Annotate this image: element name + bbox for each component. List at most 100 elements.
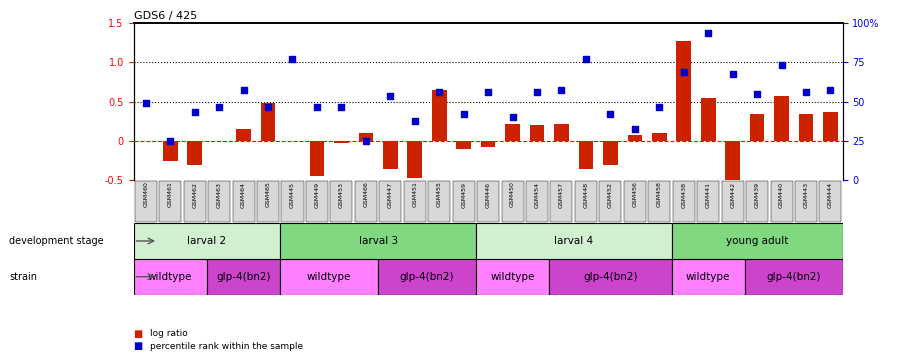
Text: GSM438: GSM438 [682,182,686,207]
Point [138,100,153,106]
Point [309,104,324,110]
Text: GSM454: GSM454 [534,182,540,207]
Point [603,111,618,116]
FancyBboxPatch shape [551,181,573,222]
Text: GSM448: GSM448 [583,182,589,207]
Text: strain: strain [9,272,37,282]
Bar [701,98,716,141]
Text: GSM439: GSM439 [754,182,760,208]
FancyBboxPatch shape [502,181,523,222]
Bar [163,141,178,161]
Bar [823,112,838,141]
Point [187,109,202,115]
Bar [750,114,764,141]
Point [212,104,227,110]
Text: GSM449: GSM449 [314,182,320,208]
FancyBboxPatch shape [183,181,205,222]
Bar [309,141,324,176]
Text: GSM464: GSM464 [241,182,246,207]
Bar [549,259,671,295]
Text: GSM441: GSM441 [705,182,711,207]
Point [432,89,447,94]
Point [701,30,716,35]
FancyBboxPatch shape [233,181,254,222]
Text: glp-4(bn2): glp-4(bn2) [766,272,821,282]
Point [358,138,373,144]
Bar [627,135,642,141]
Bar [481,141,495,146]
Text: GSM443: GSM443 [803,182,809,208]
Point [578,56,593,61]
FancyBboxPatch shape [331,181,353,222]
Point [334,104,349,110]
Bar [456,141,471,149]
Bar [745,259,843,295]
Bar [432,90,447,141]
Text: GSM452: GSM452 [608,182,612,207]
Point [163,138,178,144]
Bar [578,141,593,169]
Point [383,94,398,99]
Bar [476,223,671,259]
FancyBboxPatch shape [526,181,548,222]
Point [823,87,838,93]
Point [652,104,667,110]
Bar [554,124,569,141]
Point [775,62,789,68]
FancyBboxPatch shape [746,181,768,222]
FancyBboxPatch shape [159,181,181,222]
Text: GSM442: GSM442 [730,182,735,208]
Point [261,104,275,110]
FancyBboxPatch shape [771,181,793,222]
Text: GSM455: GSM455 [437,182,442,207]
Text: GSM444: GSM444 [828,182,833,208]
Text: GSM440: GSM440 [779,182,784,207]
Text: development stage: development stage [9,236,104,246]
Point [554,87,569,93]
Bar [652,133,667,141]
Bar [676,41,691,141]
Point [407,119,422,124]
Text: glp-4(bn2): glp-4(bn2) [583,272,637,282]
FancyBboxPatch shape [575,181,597,222]
FancyBboxPatch shape [208,181,230,222]
Bar [671,223,843,259]
FancyBboxPatch shape [403,181,426,222]
Bar [407,141,422,178]
Text: percentile rank within the sample: percentile rank within the sample [150,342,303,351]
Bar [334,141,349,142]
Text: GSM450: GSM450 [510,182,515,207]
Text: wildtype: wildtype [148,272,192,282]
Point [236,87,251,93]
Text: GSM460: GSM460 [144,182,148,207]
Point [799,90,813,95]
Text: GSM453: GSM453 [339,182,344,207]
Text: GSM461: GSM461 [168,182,173,207]
Bar [187,141,202,165]
Text: GDS6 / 425: GDS6 / 425 [134,11,197,21]
FancyBboxPatch shape [452,181,474,222]
FancyBboxPatch shape [257,181,279,222]
Text: GSM463: GSM463 [216,182,222,207]
Point [456,111,471,116]
FancyBboxPatch shape [648,181,670,222]
FancyBboxPatch shape [624,181,646,222]
Bar [506,124,520,141]
FancyBboxPatch shape [379,181,402,222]
Text: glp-4(bn2): glp-4(bn2) [216,272,271,282]
Text: larval 2: larval 2 [187,236,227,246]
Text: wildtype: wildtype [307,272,352,282]
Bar [261,103,275,141]
FancyBboxPatch shape [722,181,743,222]
FancyBboxPatch shape [697,181,719,222]
FancyBboxPatch shape [600,181,622,222]
Text: GSM458: GSM458 [657,182,662,207]
FancyBboxPatch shape [672,181,694,222]
Bar [476,259,549,295]
Text: wildtype: wildtype [686,272,730,282]
Bar [134,223,280,259]
Bar [775,96,789,141]
Bar [671,259,745,295]
Text: larval 3: larval 3 [358,236,398,246]
Text: glp-4(bn2): glp-4(bn2) [400,272,454,282]
